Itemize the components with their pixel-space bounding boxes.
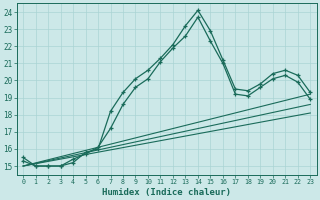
X-axis label: Humidex (Indice chaleur): Humidex (Indice chaleur) [102, 188, 231, 197]
